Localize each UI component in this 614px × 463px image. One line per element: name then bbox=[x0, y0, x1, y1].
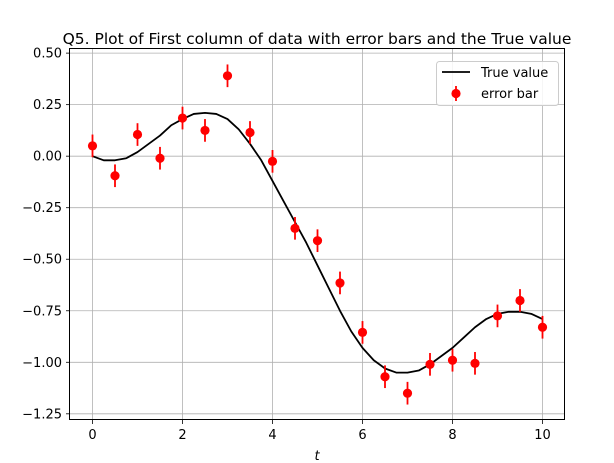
chart-title: Q5. Plot of First column of data with er… bbox=[63, 30, 572, 48]
error-bar-point bbox=[87, 134, 98, 158]
y-tick-label: −1.00 bbox=[22, 356, 62, 371]
error-bar-marker bbox=[245, 127, 255, 138]
x-axis: 0 2 4 6 8 10 bbox=[88, 420, 551, 443]
error-bar-point bbox=[312, 229, 323, 253]
y-tick-label: −0.75 bbox=[22, 304, 62, 319]
error-bar-marker bbox=[425, 359, 435, 369]
error-bar-marker bbox=[290, 223, 300, 233]
legend-error-bar-swatch-marker bbox=[451, 88, 461, 99]
error-bar-point bbox=[132, 123, 143, 146]
error-bar-marker bbox=[402, 388, 413, 398]
legend: True value error bar bbox=[436, 61, 559, 106]
x-axis-label: t bbox=[314, 449, 320, 463]
error-bar-point bbox=[515, 289, 525, 312]
error-bar-point bbox=[470, 351, 480, 375]
error-bar-marker bbox=[267, 156, 278, 166]
axes-frame bbox=[69, 48, 565, 420]
x-tick-label: 0 bbox=[88, 428, 96, 443]
error-bar-point bbox=[425, 353, 435, 376]
error-bar-point bbox=[267, 149, 278, 173]
x-tick-label: 10 bbox=[534, 428, 551, 443]
error-bar-point bbox=[110, 164, 120, 188]
error-bar-point bbox=[245, 121, 255, 144]
error-bar-marker bbox=[537, 322, 548, 332]
error-bar-marker bbox=[87, 141, 98, 151]
error-bar-point bbox=[402, 381, 413, 405]
error-bar-point bbox=[492, 304, 503, 328]
y-tick-label: −1.25 bbox=[22, 407, 62, 422]
error-bar-marker bbox=[492, 311, 503, 321]
error-bar-marker bbox=[335, 278, 345, 288]
true-value-line bbox=[92, 111, 543, 374]
error-bar-marker bbox=[312, 236, 323, 246]
y-tick-label: 0.00 bbox=[33, 150, 62, 165]
error-bar-marker bbox=[357, 327, 368, 338]
x-tick-label: 4 bbox=[268, 428, 276, 443]
error-bar-marker bbox=[200, 125, 210, 136]
error-bar-marker bbox=[132, 129, 143, 140]
x-tick-label: 8 bbox=[448, 428, 456, 443]
error-bar-point bbox=[447, 348, 458, 372]
error-bar-point bbox=[357, 321, 368, 344]
error-bar-marker bbox=[447, 355, 458, 365]
error-bar-point bbox=[537, 315, 548, 339]
y-tick-label: 0.25 bbox=[33, 98, 62, 113]
error-bar-marker bbox=[155, 153, 165, 163]
error-bar-marker bbox=[222, 71, 233, 81]
error-bar-point bbox=[380, 365, 390, 389]
y-tick-label: −0.25 bbox=[22, 201, 62, 216]
error-bar-point bbox=[177, 106, 188, 130]
error-bar-marker bbox=[515, 295, 525, 306]
error-bar-point bbox=[290, 216, 300, 240]
error-bar-marker bbox=[470, 358, 480, 368]
error-bar-marker bbox=[380, 372, 390, 382]
y-axis: 0.50 0.25 0.00 −0.25 −0.50 −0.75 −1.00 −1.25 bbox=[22, 47, 70, 422]
error-bar-marker bbox=[177, 113, 188, 123]
error-bar-marker bbox=[110, 171, 120, 181]
error-bar-point bbox=[222, 64, 233, 88]
plot-content bbox=[87, 64, 548, 405]
grid bbox=[70, 49, 565, 420]
x-tick-label: 2 bbox=[178, 428, 186, 443]
x-tick-label: 6 bbox=[358, 428, 366, 443]
error-bar-point bbox=[155, 146, 165, 170]
error-bar-point bbox=[200, 119, 210, 142]
y-tick-label: 0.50 bbox=[33, 47, 62, 62]
legend-true-value-label: True value bbox=[480, 66, 548, 81]
y-tick-label: −0.50 bbox=[22, 253, 62, 268]
error-bar-point bbox=[335, 271, 345, 295]
legend-error-bar-label: error bar bbox=[481, 87, 539, 102]
